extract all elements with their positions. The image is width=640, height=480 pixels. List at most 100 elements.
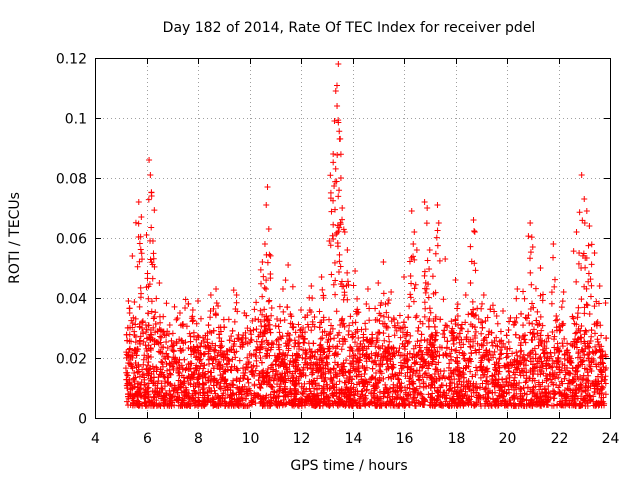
data-point — [392, 372, 399, 379]
data-point — [267, 329, 274, 336]
data-point — [559, 298, 566, 305]
data-point — [418, 391, 425, 398]
data-point — [530, 389, 537, 396]
data-point — [250, 395, 257, 402]
data-point — [147, 354, 154, 361]
data-point — [148, 298, 155, 305]
data-point — [173, 365, 180, 372]
data-point — [299, 354, 306, 361]
data-point — [485, 390, 492, 397]
data-point — [584, 302, 591, 309]
data-point — [317, 335, 324, 342]
data-point — [200, 351, 207, 358]
data-point — [226, 337, 233, 344]
data-point — [549, 370, 556, 377]
data-point — [396, 312, 403, 319]
data-point — [538, 327, 545, 334]
data-point — [477, 363, 484, 370]
data-point — [447, 370, 454, 377]
data-point — [485, 381, 492, 388]
data-point — [477, 319, 484, 326]
data-point — [373, 335, 380, 342]
data-point — [375, 379, 382, 386]
data-point — [598, 378, 605, 385]
data-point — [348, 360, 355, 367]
data-point — [180, 374, 187, 381]
data-point — [503, 332, 510, 339]
data-point — [364, 386, 371, 393]
data-point — [474, 340, 481, 347]
data-point — [372, 343, 379, 350]
data-point — [387, 373, 394, 380]
data-point — [436, 257, 443, 264]
data-point — [257, 307, 264, 314]
data-point — [513, 295, 520, 302]
peak-point — [527, 220, 534, 226]
data-point — [162, 390, 169, 397]
data-point — [390, 384, 397, 391]
peak-point — [129, 253, 136, 259]
data-point — [556, 323, 563, 330]
data-point — [413, 367, 420, 374]
data-point — [253, 299, 260, 306]
data-point — [260, 378, 267, 385]
data-point — [141, 381, 148, 388]
data-point — [423, 349, 430, 356]
data-point — [320, 378, 327, 385]
data-point — [414, 327, 421, 334]
data-point — [236, 389, 243, 396]
data-point — [550, 395, 557, 402]
data-point — [520, 351, 527, 358]
data-point — [528, 349, 535, 356]
data-point — [594, 338, 601, 345]
data-point — [385, 374, 392, 381]
data-point — [466, 355, 473, 362]
data-point — [460, 371, 467, 378]
data-point — [287, 387, 294, 394]
data-point — [190, 371, 197, 378]
data-point — [274, 316, 281, 323]
data-point — [481, 353, 488, 360]
data-point — [157, 333, 164, 340]
data-point — [136, 373, 143, 380]
data-point — [263, 285, 270, 292]
data-point — [187, 365, 194, 372]
data-point — [219, 374, 226, 381]
peak-point — [335, 61, 342, 67]
data-point — [579, 377, 586, 384]
data-point — [272, 322, 279, 329]
data-point — [358, 388, 365, 395]
data-point — [193, 399, 200, 406]
data-point — [202, 332, 209, 339]
data-point — [571, 399, 578, 406]
data-point — [380, 375, 387, 382]
data-point — [345, 368, 352, 375]
data-point — [581, 352, 588, 359]
data-point — [251, 306, 258, 313]
data-point — [428, 333, 435, 340]
data-point — [183, 386, 190, 393]
data-point — [175, 397, 182, 404]
data-point — [579, 217, 586, 224]
data-point — [434, 227, 441, 234]
data-point — [240, 402, 247, 409]
data-point — [268, 362, 275, 369]
data-point — [135, 368, 142, 375]
data-point — [376, 389, 383, 396]
data-point — [139, 325, 146, 332]
data-point — [582, 388, 589, 395]
data-point — [335, 193, 342, 200]
data-point — [586, 357, 593, 364]
data-point — [472, 267, 479, 274]
data-point — [433, 377, 440, 384]
data-point — [506, 397, 513, 404]
data-point — [143, 329, 150, 336]
data-point — [296, 367, 303, 374]
data-point — [534, 395, 541, 402]
data-point — [470, 380, 477, 387]
data-point — [158, 334, 165, 341]
data-point — [454, 380, 461, 387]
data-point — [456, 389, 463, 396]
data-point — [602, 351, 609, 358]
data-point — [543, 345, 550, 352]
